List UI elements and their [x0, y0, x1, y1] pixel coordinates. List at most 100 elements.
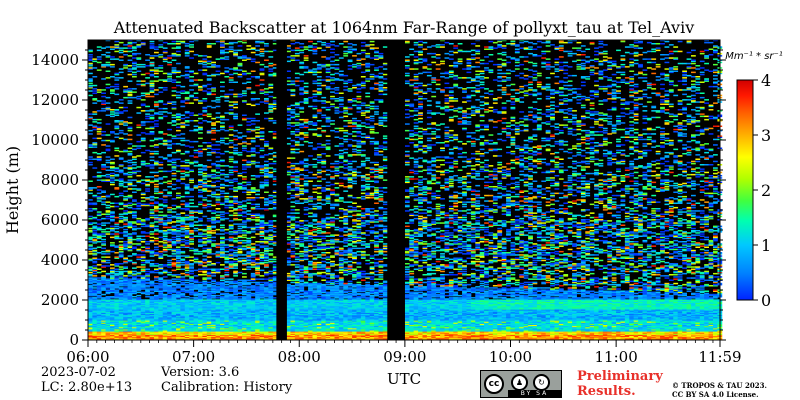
heatmap-cell: [145, 332, 150, 334]
heatmap-cell: [206, 315, 212, 318]
heatmap-cell: [202, 286, 208, 288]
heatmap-cell: [184, 227, 190, 230]
heatmap-cell: [149, 320, 155, 322]
heatmap-cell: [140, 270, 146, 273]
heatmap-cell: [176, 292, 181, 295]
heatmap-cell: [101, 320, 106, 322]
heatmap-cell: [162, 286, 168, 288]
heatmap-cell: [88, 247, 93, 250]
heatmap-cell: [162, 325, 168, 328]
heatmap-cell: [140, 200, 146, 202]
heatmap-cell: [242, 263, 247, 265]
heatmap-cell: [198, 311, 203, 313]
heatmap-cell: [162, 300, 168, 302]
heatmap-cell: [101, 282, 106, 285]
heatmap-cell: [202, 69, 208, 71]
heatmap-cell: [233, 246, 238, 248]
heatmap-cell: [88, 294, 93, 297]
heatmap-cell: [171, 310, 177, 312]
heatmap-cell: [211, 304, 216, 307]
heatmap-cell: [176, 266, 181, 268]
heatmap-cell: [211, 268, 216, 270]
heatmap-cell: [228, 104, 234, 107]
heatmap-cell: [171, 172, 177, 175]
heatmap-cell: [202, 206, 208, 209]
heatmap-cell: [259, 79, 265, 81]
heatmap-cell: [176, 91, 181, 93]
heatmap-cell: [162, 280, 168, 283]
heatmap-cell: [105, 249, 111, 252]
heatmap-cell: [180, 238, 186, 241]
heatmap-cell: [96, 227, 102, 230]
heatmap-cell: [233, 214, 238, 217]
heatmap-cell: [123, 314, 128, 317]
heatmap-cell: [101, 164, 106, 166]
heatmap-cell: [259, 281, 265, 284]
heatmap-cell: [228, 331, 234, 333]
heatmap-cell: [198, 289, 203, 291]
heatmap-cell: [220, 334, 225, 336]
heatmap-cell: [220, 264, 225, 266]
heatmap-cell: [202, 186, 208, 188]
heatmap-cell: [114, 231, 120, 233]
heatmap-cell: [127, 150, 133, 153]
heatmap-cell: [259, 165, 265, 167]
heatmap-cell: [215, 180, 221, 182]
heatmap-cell: [110, 215, 115, 218]
heatmap-cell: [96, 313, 102, 316]
heatmap-cell: [101, 325, 106, 328]
heatmap-cell: [114, 332, 120, 334]
heatmap-cell: [215, 233, 221, 235]
heatmap-cell: [101, 244, 106, 246]
heatmap-cell: [92, 241, 98, 243]
heatmap-cell: [193, 301, 199, 303]
heatmap-cell: [224, 254, 230, 256]
heatmap-cell: [154, 335, 159, 338]
heatmap-cell: [242, 145, 247, 147]
heatmap-cell: [92, 329, 98, 331]
heatmap-cell: [88, 223, 93, 225]
heatmap-cell: [189, 114, 194, 116]
heatmap-cell: [211, 87, 216, 89]
heatmap-cell: [268, 272, 274, 275]
heatmap-cell: [140, 182, 146, 185]
heatmap-cell: [246, 164, 252, 166]
heatmap-cell: [154, 334, 159, 336]
heatmap-cell: [114, 290, 120, 292]
heatmap-cell: [202, 188, 208, 190]
heatmap-cell: [158, 310, 164, 312]
heatmap-cell: [88, 124, 93, 126]
heatmap-cell: [149, 204, 155, 207]
heatmap-cell: [237, 182, 243, 185]
heatmap-cell: [202, 148, 208, 151]
heatmap-cell: [149, 126, 155, 129]
heatmap-cell: [171, 204, 177, 207]
heatmap-cell: [171, 287, 177, 289]
heatmap-cell: [88, 330, 93, 332]
heatmap-cell: [255, 213, 260, 215]
heatmap-cell: [105, 46, 111, 48]
heatmap-cell: [176, 318, 181, 320]
heatmap-cell: [176, 47, 181, 49]
heatmap-cell: [189, 129, 194, 132]
heatmap-cell: [127, 323, 133, 325]
heatmap-cell: [118, 302, 124, 305]
heatmap-cell: [96, 303, 102, 306]
heatmap-cell: [154, 160, 159, 163]
heatmap-cell: [180, 139, 186, 142]
heatmap-cell: [114, 45, 120, 47]
heatmap-cell: [206, 180, 212, 182]
heatmap-cell: [105, 330, 111, 332]
heatmap-cell: [127, 279, 133, 281]
heatmap-cell: [255, 126, 260, 129]
heatmap-cell: [127, 287, 133, 289]
heatmap-cell: [154, 69, 159, 71]
heatmap-cell: [136, 147, 142, 149]
heatmap-cell: [96, 49, 102, 52]
heatmap-cell: [149, 180, 155, 182]
heatmap-cell: [171, 248, 177, 251]
heatmap-cell: [198, 335, 203, 338]
heatmap-cell: [92, 309, 98, 311]
heatmap-cell: [96, 100, 102, 102]
heatmap-cell: [224, 268, 230, 270]
